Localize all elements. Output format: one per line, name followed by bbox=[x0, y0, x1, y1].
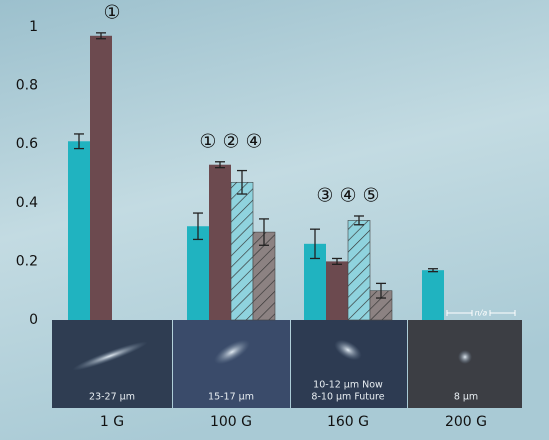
image-caption: 10-12 µm Now bbox=[313, 380, 383, 391]
bar bbox=[326, 261, 348, 320]
annotation: ③ ④ ⑤ bbox=[316, 184, 379, 206]
y-tick-label: 0.6 bbox=[16, 136, 38, 152]
image-caption: 15-17 µm bbox=[208, 392, 254, 403]
x-tick-label: 200 G bbox=[445, 414, 487, 430]
x-tick-label: 160 G bbox=[327, 414, 369, 430]
bar bbox=[187, 226, 209, 320]
x-tick-label: 1 G bbox=[100, 414, 124, 430]
y-tick-label: 0 bbox=[29, 312, 38, 328]
y-tick-label: 0.4 bbox=[16, 195, 38, 211]
image-caption: 8 µm bbox=[454, 392, 478, 403]
y-tick-label: 1 bbox=[29, 19, 38, 35]
bar bbox=[348, 220, 370, 320]
bar bbox=[68, 141, 90, 320]
bar bbox=[209, 165, 231, 320]
image-caption: 8-10 µm Future bbox=[311, 392, 384, 403]
x-tick-label: 100 G bbox=[210, 414, 252, 430]
cell-shape bbox=[458, 350, 472, 364]
annotation: ① ② ④ bbox=[199, 130, 262, 152]
bar bbox=[422, 270, 444, 320]
na-label: n/a bbox=[475, 309, 488, 318]
y-tick-label: 0.2 bbox=[16, 253, 38, 269]
bar bbox=[90, 36, 112, 320]
bar bbox=[231, 182, 253, 320]
image-caption: 23-27 µm bbox=[89, 392, 135, 403]
annotation: ① bbox=[103, 1, 120, 23]
y-tick-label: 0.8 bbox=[16, 78, 38, 94]
chart: 0 0.2 0.4 0.6 0.8 1 1 G ① 23-27 µm 100 G ① ② ④ 15-1… bbox=[0, 0, 549, 440]
